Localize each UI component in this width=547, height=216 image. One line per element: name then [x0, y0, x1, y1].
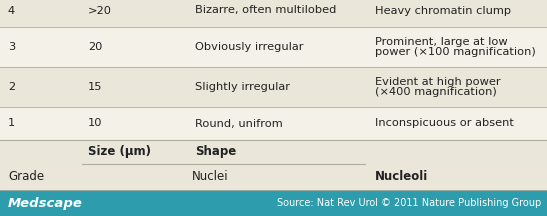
Text: Grade: Grade: [8, 170, 44, 184]
Text: 3: 3: [8, 42, 15, 52]
Text: Bizarre, often multilobed: Bizarre, often multilobed: [195, 5, 336, 16]
Text: Shape: Shape: [195, 146, 236, 159]
Bar: [0, 67, 547, 107]
Bar: [0, 0, 547, 27]
Text: Medscape: Medscape: [8, 197, 83, 210]
Text: Heavy chromatin clump: Heavy chromatin clump: [375, 5, 511, 16]
Text: Source: Nat Rev Urol © 2011 Nature Publishing Group: Source: Nat Rev Urol © 2011 Nature Publi…: [277, 198, 541, 208]
Text: 10: 10: [88, 119, 102, 129]
Bar: [0, 107, 547, 140]
Text: (×400 magnification): (×400 magnification): [375, 87, 497, 97]
Text: 20: 20: [88, 42, 102, 52]
Text: Nucleoli: Nucleoli: [375, 170, 428, 184]
Text: Round, unifrom: Round, unifrom: [195, 119, 283, 129]
Text: Size (μm): Size (μm): [88, 146, 151, 159]
Bar: [0, 27, 547, 67]
Text: Inconspicuous or absent: Inconspicuous or absent: [375, 119, 514, 129]
Text: Slightly irregular: Slightly irregular: [195, 82, 290, 92]
Bar: [0, 140, 547, 190]
Text: 1: 1: [8, 119, 15, 129]
Text: 2: 2: [8, 82, 15, 92]
Text: Nuclei: Nuclei: [191, 170, 228, 184]
Text: Obviously irregular: Obviously irregular: [195, 42, 304, 52]
Text: >20: >20: [88, 5, 112, 16]
Text: Evident at high power: Evident at high power: [375, 77, 501, 87]
Text: Prominent, large at low: Prominent, large at low: [375, 37, 508, 47]
Bar: [0, 190, 547, 216]
Text: power (×100 magnification): power (×100 magnification): [375, 47, 536, 57]
Text: 15: 15: [88, 82, 102, 92]
Text: 4: 4: [8, 5, 15, 16]
